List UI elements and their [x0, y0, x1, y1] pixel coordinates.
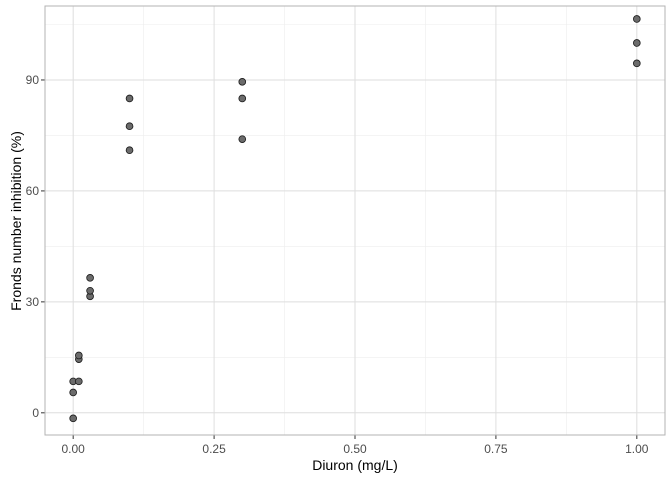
x-tick-label: 0.00	[62, 442, 86, 456]
x-tick-labels: 0.00 0.25 0.50 0.75 1.00	[62, 442, 649, 456]
data-point	[69, 414, 77, 423]
data-point	[86, 286, 94, 295]
data-point	[238, 78, 247, 86]
axis-ticks	[41, 79, 638, 439]
data-point	[238, 135, 247, 143]
data-point	[238, 94, 247, 103]
data-point	[75, 377, 83, 386]
data-point	[633, 39, 641, 47]
data-point	[69, 388, 77, 397]
data-point	[125, 146, 134, 155]
data-points	[69, 15, 641, 423]
data-point	[633, 59, 641, 68]
y-tick-labels: 0 30 60 90	[26, 73, 40, 420]
x-tick-label: 0.50	[343, 442, 367, 456]
data-point	[75, 351, 83, 360]
y-tick-label: 60	[26, 184, 40, 198]
major-gridlines	[45, 6, 665, 435]
x-tick-label: 1.00	[625, 442, 649, 456]
x-tick-label: 0.25	[202, 442, 226, 456]
x-tick-label: 0.75	[484, 442, 508, 456]
data-point	[633, 15, 641, 23]
x-axis-title: Diuron (mg/L)	[312, 457, 398, 473]
y-tick-label: 0	[32, 406, 39, 420]
panel-border	[44, 5, 666, 436]
y-axis-title: Fronds number inhibition (%)	[8, 131, 24, 311]
data-point	[125, 94, 134, 103]
y-tick-label: 30	[26, 295, 40, 309]
data-point	[125, 122, 134, 130]
y-tick-label: 90	[26, 73, 40, 87]
data-point	[86, 274, 94, 282]
